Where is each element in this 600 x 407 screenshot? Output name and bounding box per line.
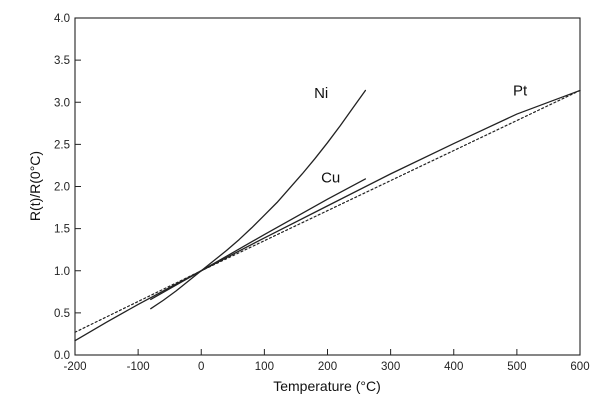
reference-series-line bbox=[74, 89, 581, 333]
x-tick-label: 500 bbox=[507, 361, 526, 373]
pt-series-label: Pt bbox=[513, 83, 528, 100]
series-labels: Ni Cu Pt bbox=[314, 83, 528, 187]
y-tick-label: 1.5 bbox=[54, 224, 70, 236]
ni-series-line bbox=[150, 89, 367, 310]
x-tick-label: 300 bbox=[381, 361, 400, 373]
x-tick-label: 400 bbox=[444, 361, 463, 373]
x-tick-label: 200 bbox=[318, 361, 337, 373]
y-tick-label: 0.0 bbox=[54, 350, 70, 362]
y-tick-label: 0.5 bbox=[54, 308, 70, 320]
y-tick-label: 3.5 bbox=[54, 55, 70, 67]
y-tick-label: 2.0 bbox=[54, 182, 70, 194]
x-tick-label: 100 bbox=[255, 361, 274, 373]
ticks-layer: -200 -100 0 100 200 300 400 500 600 0.0 0.5 1.0 1.5 2… bbox=[54, 13, 590, 373]
plot-frame bbox=[74, 17, 581, 356]
series-layer bbox=[74, 89, 581, 342]
ni-series-label: Ni bbox=[314, 85, 328, 102]
y-tick-label: 3.0 bbox=[54, 97, 70, 109]
x-tick-label: 0 bbox=[198, 361, 204, 373]
y-tick-label: 2.5 bbox=[54, 139, 70, 151]
y-tick-label: 4.0 bbox=[54, 13, 70, 25]
pt-series-line bbox=[74, 89, 581, 342]
cu-series-label: Cu bbox=[321, 169, 340, 186]
x-tick-label: 600 bbox=[570, 361, 589, 373]
x-axis-title: Temperature (°C) bbox=[273, 378, 381, 394]
x-tick-label: -100 bbox=[127, 361, 150, 373]
cu-series-line bbox=[150, 178, 367, 301]
y-axis-title: R(t)/R(0°C) bbox=[27, 151, 43, 221]
y-tick-label: 1.0 bbox=[54, 266, 70, 278]
x-tick-label: -200 bbox=[63, 361, 86, 373]
